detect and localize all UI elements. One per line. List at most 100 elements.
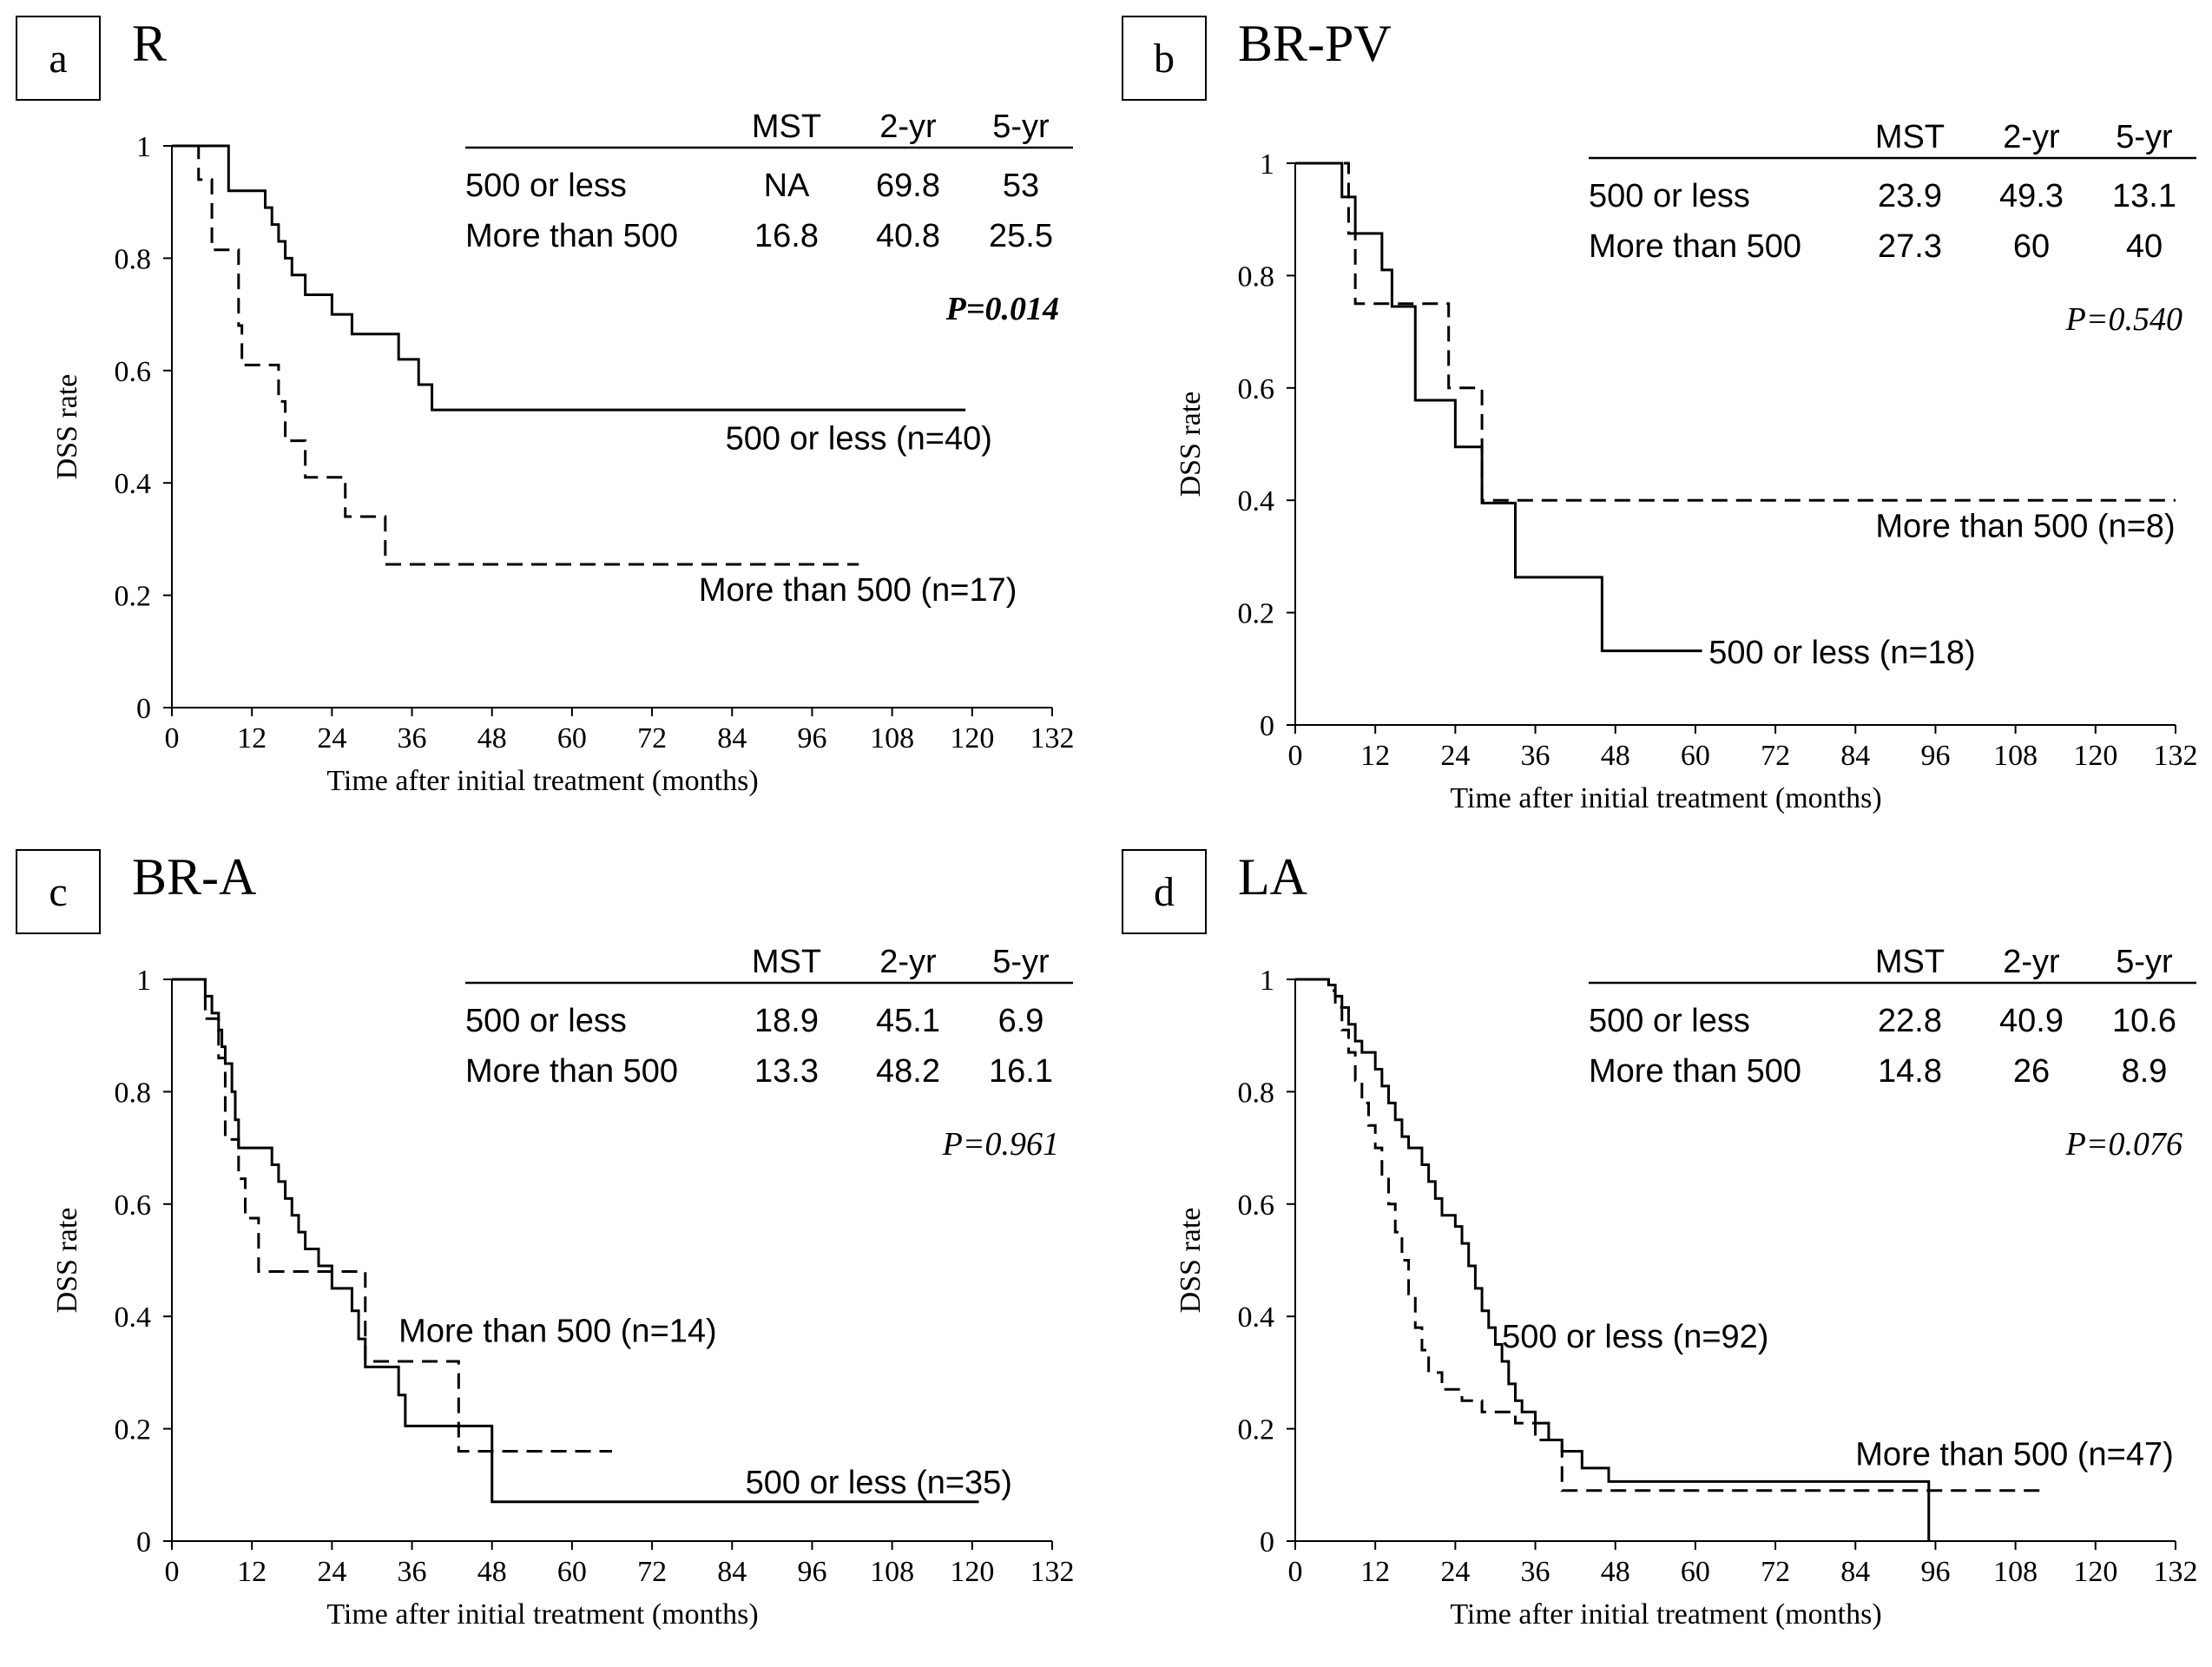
table-cell: 53 [1003,168,1039,204]
table-cell: 18.9 [754,1003,819,1039]
table-cell: 6.9 [998,1003,1044,1039]
y-tick-label: 0.2 [1238,1414,1275,1446]
x-tick-label: 132 [1030,722,1075,754]
y-tick-label: 0.2 [115,581,152,613]
y-tick-label: 0.8 [1238,260,1275,293]
table-cell: 60 [2013,228,2050,265]
y-tick-label: 1 [136,131,151,163]
table-cell: 48.2 [876,1053,940,1090]
panel-label-box: a [16,16,101,101]
table-cell: 45.1 [876,1003,940,1039]
y-tick-label: 0 [136,693,151,725]
survival-curve-500-or-less [1295,978,1931,1541]
table-cell: 49.3 [1999,178,2064,214]
x-tick-label: 0 [1288,740,1303,772]
x-tick-label: 108 [1993,1556,2038,1588]
panel-title: BR-A [132,848,257,906]
x-tick-label: 12 [237,1556,267,1588]
survival-curve-500-or-less [172,144,966,412]
curve-label: More than 500 (n=47) [1855,1437,2174,1473]
table-cell: 27.3 [1878,228,1942,265]
y-tick-label: 0.6 [115,1189,152,1222]
y-tick-label: 1 [1260,148,1274,181]
x-tick-label: 96 [797,1556,826,1588]
x-tick-label: 0 [165,722,180,754]
curve-label: More than 500 (n=14) [398,1313,717,1349]
y-tick-label: 1 [136,965,151,997]
table-cell: 16.1 [989,1053,1053,1090]
y-axis-label: DSS rate [51,374,83,480]
x-tick-label: 48 [1601,1556,1630,1588]
y-tick-label: 0.8 [115,243,152,275]
survival-curve-500-or-less [1295,161,1702,653]
panel-label-box: d [1122,849,1207,934]
table-row-label: 500 or less [465,1003,627,1039]
table-header: 2-yr [2003,944,2060,980]
p-value: P=0.961 [942,1126,1059,1163]
table-cell: 8.9 [2122,1053,2168,1090]
x-tick-label: 60 [1681,740,1710,772]
chart-svg: 0 12 24 36 48 60 72 84 96 108 120 132 0 0.2 0.4 0.6 0.8 1… [51,109,1075,797]
x-tick-label: 108 [1993,740,2038,772]
panel-title: LA [1238,848,1307,906]
chart-svg: 0 12 24 36 48 60 72 84 96 108 120 132 0 0.2 0.4 0.6 0.8 1… [1175,119,2198,814]
table-header: 5-yr [2116,119,2173,155]
p-value: P=0.076 [2065,1126,2182,1163]
x-tick-label: 84 [717,1556,747,1588]
x-tick-label: 96 [797,722,826,754]
x-tick-label: 84 [1840,740,1870,772]
x-tick-label: 48 [477,1556,507,1588]
x-tick-label: 36 [398,1556,427,1588]
x-tick-label: 120 [950,722,994,754]
panel-title: R [132,15,168,72]
table-cell: 40 [2126,228,2163,265]
y-tick-label: 0.4 [115,1301,152,1334]
x-tick-label: 132 [2154,1556,2198,1588]
panel-letter: b [1154,35,1175,82]
y-tick-label: 0 [136,1526,151,1558]
panel-letter: d [1154,868,1175,915]
chart-svg: 0 12 24 36 48 60 72 84 96 108 120 132 0 0.2 0.4 0.6 0.8 1… [51,944,1075,1631]
table-row-label: 500 or less [465,168,627,204]
x-tick-label: 108 [870,1556,914,1588]
x-tick-label: 24 [317,722,346,754]
curve-label: 500 or less (n=35) [746,1465,1012,1501]
panel-letter: c [49,868,68,915]
table-header: 5-yr [992,109,1050,145]
x-tick-label: 84 [1840,1556,1870,1588]
table-header: 2-yr [879,109,937,145]
x-tick-label: 12 [1360,1556,1390,1588]
x-tick-label: 12 [1360,740,1390,772]
table-row-label: 500 or less [1589,1003,1750,1039]
x-tick-label: 48 [1601,740,1630,772]
x-axis-label: Time after initial treatment (months) [326,765,758,797]
curve-label: 500 or less (n=18) [1708,635,1975,671]
panel-d: d LA 0 12 24 36 48 60 72 84 96 108 120 132 0 0.2 0.4 0.… [1106,834,2212,1667]
x-axis-label: Time after initial treatment (months) [1450,1598,1881,1631]
x-tick-label: 120 [2073,1556,2117,1588]
x-tick-label: 72 [637,722,667,754]
table-cell: 13.3 [754,1053,819,1090]
survival-curve-more-than-500 [172,144,859,566]
panel-letter: a [49,35,68,82]
panel-title: BR-PV [1238,15,1392,72]
y-axis-label: DSS rate [1175,1208,1207,1314]
table-cell: 69.8 [876,168,940,204]
x-axis-label: Time after initial treatment (months) [326,1598,758,1631]
x-tick-label: 24 [1440,740,1470,772]
table-row-label: More than 500 [1589,1053,1801,1090]
survival-curve-more-than-500 [1295,161,2176,502]
x-tick-label: 60 [557,722,587,754]
x-tick-label: 36 [1521,1556,1550,1588]
panel-c: c BR-A 0 12 24 36 48 60 72 84 96 108 120 132 0 0.2 0.4… [0,834,1106,1667]
panel-label-box: b [1122,16,1207,101]
y-tick-label: 0 [1260,1526,1274,1558]
y-axis-label: DSS rate [1175,392,1207,497]
x-tick-label: 24 [317,1556,346,1588]
x-tick-label: 72 [1761,1556,1790,1588]
panel-label-box: c [16,849,101,934]
table-cell: 26 [2013,1053,2050,1090]
x-tick-label: 60 [557,1556,587,1588]
y-tick-label: 0.4 [1238,485,1275,517]
x-axis-label: Time after initial treatment (months) [1450,782,1881,814]
